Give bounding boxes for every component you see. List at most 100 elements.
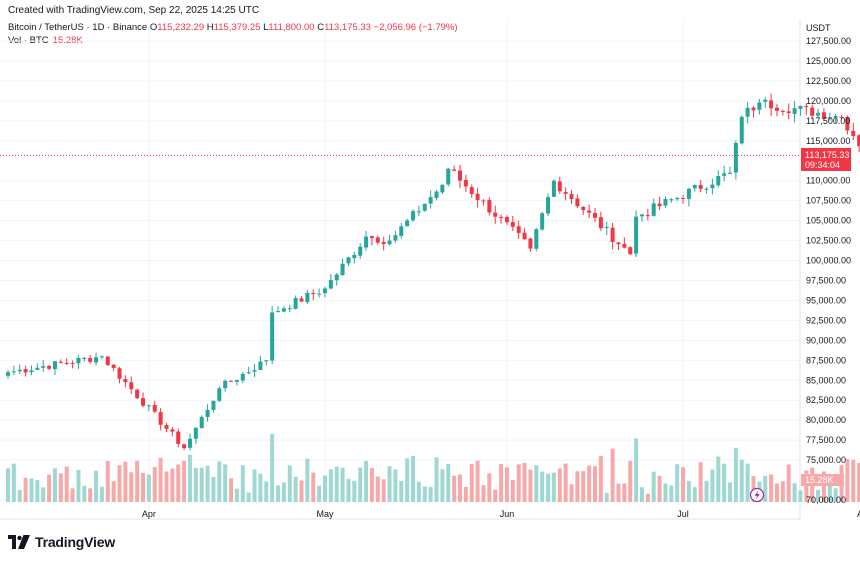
candle-body xyxy=(258,361,263,371)
volume-bar xyxy=(504,467,509,502)
candle-body xyxy=(716,176,721,186)
volume-bar xyxy=(328,469,333,502)
volume-bar xyxy=(193,467,198,502)
candle-body xyxy=(739,116,744,144)
candle-body xyxy=(205,409,210,418)
candle-body xyxy=(581,206,586,211)
candle-body xyxy=(593,212,597,218)
candle-body xyxy=(334,274,339,281)
volume-bar xyxy=(499,464,504,502)
candle-body xyxy=(546,197,551,214)
candle-body xyxy=(358,246,363,256)
candle-body xyxy=(82,357,87,359)
candle-body xyxy=(369,236,374,239)
volume-bar xyxy=(440,469,445,502)
volume-bar xyxy=(780,481,785,502)
volume-bar xyxy=(675,464,680,502)
candle-body xyxy=(446,168,451,185)
candle-body xyxy=(47,365,52,369)
volume-bar xyxy=(240,465,245,502)
time-tick-label: Jun xyxy=(500,509,515,519)
candle-body xyxy=(851,130,856,136)
candle-body xyxy=(686,188,691,200)
candle-body xyxy=(387,240,392,245)
candle-body xyxy=(252,370,257,372)
volume-bar xyxy=(616,483,621,502)
volume-bar xyxy=(311,472,316,502)
candle-body xyxy=(170,429,175,432)
candle-body xyxy=(663,199,668,206)
candle-body xyxy=(728,172,733,174)
price-tick-label: 90,000.00 xyxy=(806,335,846,345)
tradingview-logo[interactable]: TradingView xyxy=(8,534,115,550)
candle-body xyxy=(146,405,151,407)
volume-bar xyxy=(845,459,850,502)
volume-bar xyxy=(229,478,234,502)
high-label: H xyxy=(206,22,214,33)
candle-body xyxy=(199,416,204,429)
candle-body xyxy=(317,293,322,295)
volume-bar xyxy=(798,490,803,502)
close-label: C xyxy=(317,22,325,33)
volume-bar xyxy=(704,480,709,502)
price-tick-label: 117,500.00 xyxy=(806,116,850,126)
volume-bar xyxy=(187,454,192,502)
volume-bar xyxy=(387,466,392,502)
candle-body xyxy=(381,241,386,245)
candle-body xyxy=(704,188,709,190)
lightning-icon[interactable] xyxy=(749,487,765,503)
volume-bar xyxy=(35,480,40,502)
candle-body xyxy=(469,187,474,194)
candle-body xyxy=(287,308,292,310)
tradingview-logo-icon xyxy=(8,535,30,549)
candle-body xyxy=(64,362,69,364)
volume-bar xyxy=(534,465,539,502)
candle-body xyxy=(639,214,644,217)
volume-bar xyxy=(369,467,374,502)
candle-body xyxy=(182,444,187,449)
price-tick-label: 82,500.00 xyxy=(806,395,846,405)
volume-bar xyxy=(604,492,609,502)
volume-bar xyxy=(575,471,580,502)
candle-body xyxy=(129,382,134,390)
volume-bar xyxy=(41,487,46,502)
candle-body xyxy=(857,135,860,147)
candle-body xyxy=(264,360,269,362)
volume-bar xyxy=(11,463,16,502)
open-label: O xyxy=(149,22,158,33)
candle-body xyxy=(845,116,850,131)
candle-body xyxy=(657,203,662,207)
volume-bar xyxy=(411,455,416,502)
volume-bar xyxy=(769,474,774,502)
volume-bar xyxy=(346,478,351,502)
candle-body xyxy=(41,366,46,368)
volume-bar xyxy=(352,480,357,502)
low-value: 111,800.00 xyxy=(268,22,315,33)
candle-body xyxy=(751,107,756,111)
volume-bar xyxy=(551,472,556,502)
volume-bar xyxy=(763,475,768,502)
candle-body xyxy=(152,404,157,412)
volume-bar xyxy=(158,457,163,502)
candle-body xyxy=(804,105,809,107)
volume-bar xyxy=(833,488,838,502)
candle-body xyxy=(229,380,234,382)
high-value: 115,379.25 xyxy=(213,22,261,33)
volume-bar xyxy=(123,461,128,502)
candle-body xyxy=(35,367,40,370)
candle-body xyxy=(616,242,621,245)
volume-bar xyxy=(710,469,715,502)
volume-bar xyxy=(170,468,175,502)
volume-bar xyxy=(99,486,104,502)
volume-bar xyxy=(651,471,656,502)
volume-bar xyxy=(692,487,697,502)
symbol-label[interactable]: Bitcoin / TetherUS · 1D · Binance xyxy=(8,22,148,33)
candle-body xyxy=(575,198,580,207)
price-tick-label: 80,000.00 xyxy=(806,415,846,425)
volume-bar xyxy=(546,473,551,502)
price-tick-label: 97,500.00 xyxy=(806,275,846,285)
candle-body xyxy=(563,192,568,194)
candle-body xyxy=(217,388,222,401)
candle-body xyxy=(94,357,99,363)
